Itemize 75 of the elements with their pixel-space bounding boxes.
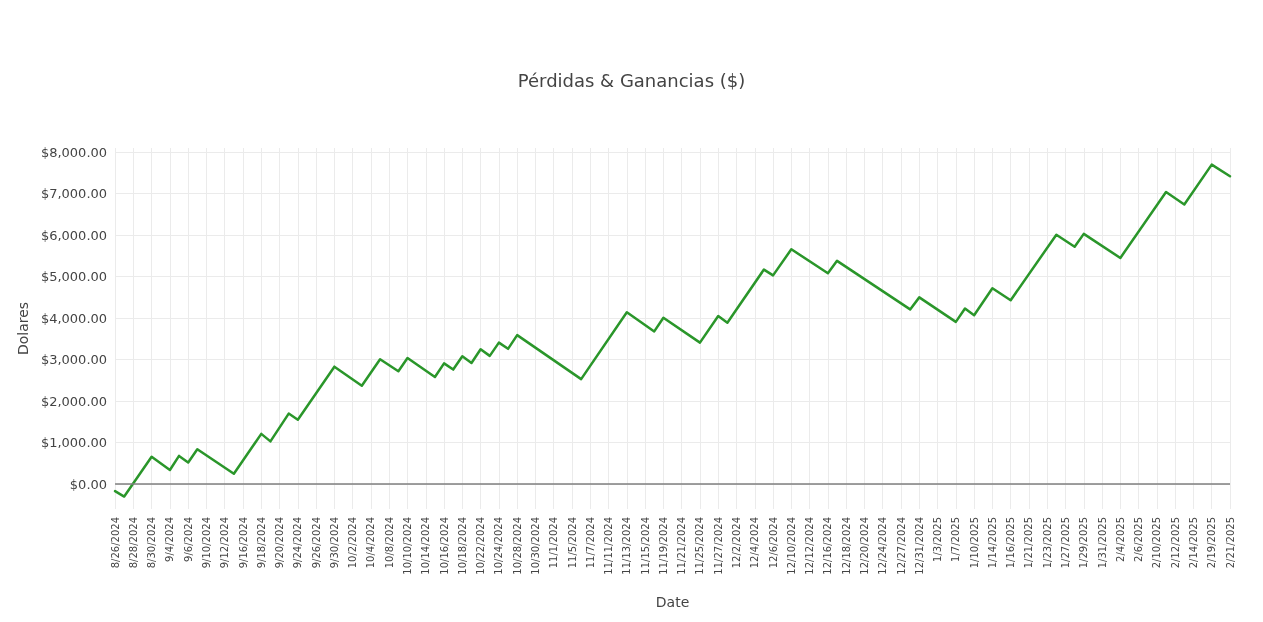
x-tick-label: 10/4/2024 bbox=[365, 517, 377, 569]
x-tick-label: 12/20/2024 bbox=[858, 517, 870, 575]
x-tick-label: 9/20/2024 bbox=[274, 517, 286, 569]
x-tick-label: 11/19/2024 bbox=[657, 517, 669, 575]
y-tick-label: $4,000.00 bbox=[40, 310, 108, 326]
y-axis-title: Dolares bbox=[15, 301, 31, 356]
x-tick-label: 10/16/2024 bbox=[438, 517, 450, 575]
x-tick-label: 10/2/2024 bbox=[347, 517, 359, 569]
y-tick-label: $3,000.00 bbox=[40, 352, 108, 368]
x-tick-label: 1/31/2025 bbox=[1096, 517, 1108, 569]
x-tick-label: 12/10/2024 bbox=[785, 517, 797, 575]
y-tick-label: $5,000.00 bbox=[40, 269, 108, 285]
x-tick-label: 1/21/2025 bbox=[1023, 517, 1035, 569]
x-tick-label: 11/1/2024 bbox=[548, 517, 560, 569]
x-tick-label: 1/7/2025 bbox=[950, 517, 962, 562]
line-series bbox=[113, 163, 1232, 498]
x-tick-label: 1/16/2025 bbox=[1005, 517, 1017, 569]
x-tick-label: 10/30/2024 bbox=[529, 517, 541, 575]
x-tick-label: 1/23/2025 bbox=[1041, 517, 1053, 569]
x-tick-label: 1/14/2025 bbox=[986, 517, 998, 569]
y-tick-label: $2,000.00 bbox=[40, 393, 108, 409]
x-tick-label: 10/24/2024 bbox=[493, 517, 505, 575]
x-tick-label: 12/6/2024 bbox=[767, 517, 779, 569]
x-tick-label: 8/26/2024 bbox=[109, 517, 121, 569]
x-tick-label: 10/10/2024 bbox=[402, 517, 413, 575]
y-tick-label: $7,000.00 bbox=[40, 186, 108, 202]
x-tick-label: 9/24/2024 bbox=[292, 517, 304, 569]
y-tick-label: $8,000.00 bbox=[40, 144, 108, 160]
x-tick-label: 11/21/2024 bbox=[676, 517, 688, 575]
x-tick-label: 12/4/2024 bbox=[749, 517, 761, 569]
x-tick-label: 2/19/2025 bbox=[1206, 517, 1218, 569]
x-tick-label: 2/21/2025 bbox=[1224, 517, 1236, 569]
x-tick-label: 2/12/2025 bbox=[1169, 517, 1181, 569]
x-tick-label: 10/22/2024 bbox=[475, 517, 487, 575]
y-tick-label: $1,000.00 bbox=[40, 435, 108, 451]
x-tick-label: 1/29/2025 bbox=[1078, 517, 1090, 569]
x-tick-label: 11/13/2024 bbox=[621, 517, 633, 575]
x-tick-label: 8/30/2024 bbox=[146, 517, 158, 569]
x-tick-label: 12/24/2024 bbox=[877, 517, 889, 575]
x-tick-label: 2/4/2025 bbox=[1114, 517, 1126, 562]
x-tick-label: 10/18/2024 bbox=[456, 517, 468, 575]
x-tick-label: 1/27/2025 bbox=[1060, 517, 1071, 569]
x-axis-title: Date bbox=[655, 594, 690, 610]
x-tick-label: 12/31/2024 bbox=[913, 517, 925, 575]
x-tick-label: 8/28/2024 bbox=[127, 517, 139, 569]
x-tick-label: 10/8/2024 bbox=[383, 517, 395, 569]
x-tick-label: 11/27/2024 bbox=[712, 517, 724, 575]
y-tick-label: $0.00 bbox=[69, 476, 108, 492]
x-tick-label: 2/14/2025 bbox=[1187, 517, 1199, 569]
x-tick-label: 9/26/2024 bbox=[310, 517, 322, 569]
x-tick-label: 9/30/2024 bbox=[328, 517, 340, 569]
x-tick-label: 12/18/2024 bbox=[840, 517, 852, 575]
x-tick-label: 12/12/2024 bbox=[804, 517, 816, 575]
x-tick-label: 11/11/2024 bbox=[603, 517, 615, 575]
x-tick-label: 12/16/2024 bbox=[822, 517, 834, 575]
x-tick-label: 1/10/2025 bbox=[968, 517, 980, 569]
x-tick-label: 11/5/2024 bbox=[566, 517, 578, 569]
x-tick-label: 12/27/2024 bbox=[895, 517, 907, 575]
y-tick-label: $6,000.00 bbox=[40, 227, 108, 243]
chart-title: Pérdidas & Ganancias ($) bbox=[517, 69, 746, 91]
x-tick-label: 9/18/2024 bbox=[255, 517, 267, 569]
x-tick-label: 9/6/2024 bbox=[182, 517, 194, 562]
x-tick-label: 11/15/2024 bbox=[639, 517, 651, 575]
x-tick-label: 12/2/2024 bbox=[731, 517, 742, 569]
x-tick-label: 9/4/2024 bbox=[164, 517, 176, 562]
x-tick-label: 1/3/2025 bbox=[932, 517, 944, 562]
x-tick-label: 11/7/2024 bbox=[584, 517, 596, 569]
x-tick-label: 2/10/2025 bbox=[1151, 517, 1163, 569]
x-tick-label: 9/10/2024 bbox=[200, 517, 212, 569]
x-tick-label: 9/12/2024 bbox=[219, 517, 231, 569]
x-tick-label: 9/16/2024 bbox=[237, 517, 249, 569]
x-tick-label: 11/25/2024 bbox=[694, 517, 706, 575]
x-tick-label: 10/28/2024 bbox=[511, 517, 523, 575]
x-tick-label: 2/6/2025 bbox=[1133, 517, 1145, 562]
x-tick-label: 10/14/2024 bbox=[420, 517, 432, 575]
